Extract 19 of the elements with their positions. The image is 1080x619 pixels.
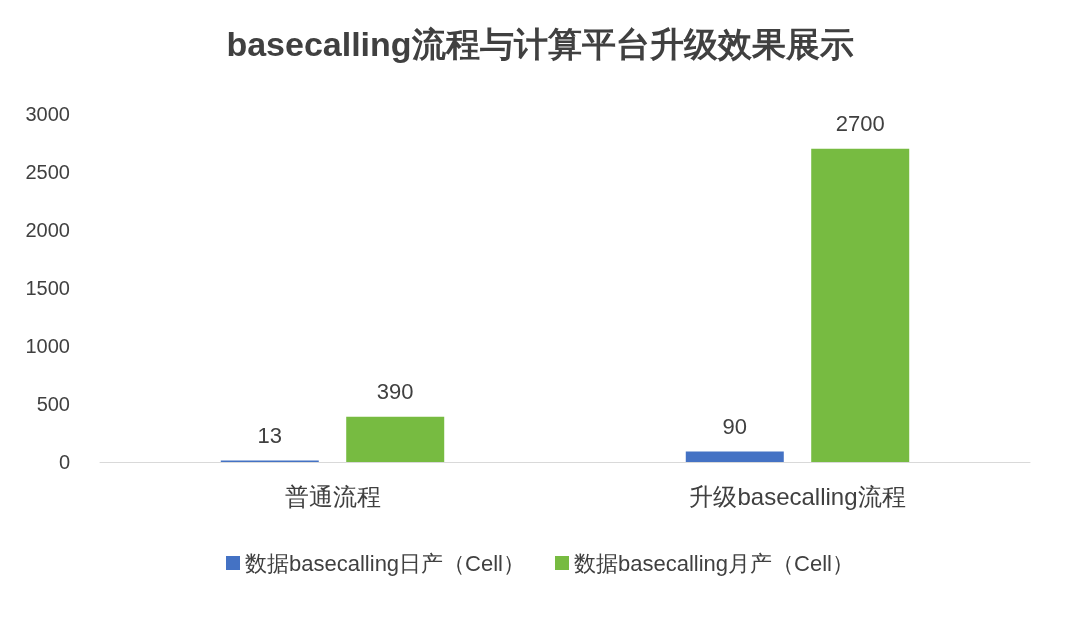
- y-tick-label: 2000: [25, 219, 70, 241]
- bar: [346, 416, 445, 462]
- y-tick-label: 500: [36, 393, 70, 415]
- data-label: 390: [376, 379, 414, 405]
- y-tick-label: 1000: [25, 335, 70, 357]
- y-tick-label: 0: [58, 451, 70, 473]
- data-label: 2700: [835, 111, 885, 137]
- y-tick-label: 1500: [25, 277, 70, 299]
- y-tick-label: 2500: [25, 161, 70, 183]
- x-tick-label: 普通流程: [284, 482, 381, 510]
- bar: [811, 148, 910, 462]
- chart-title: basecalling流程与计算平台升级效果展示: [226, 25, 854, 63]
- data-label: 13: [257, 422, 283, 448]
- x-tick-label: 升级basecalling流程: [689, 482, 906, 510]
- legend-label: 数据basecalling月产（Cell）: [574, 550, 854, 576]
- bar: [685, 451, 784, 462]
- legend-label: 数据basecalling日产（Cell）: [245, 550, 526, 576]
- y-tick-label: 3000: [25, 103, 70, 125]
- data-label: 90: [722, 414, 748, 440]
